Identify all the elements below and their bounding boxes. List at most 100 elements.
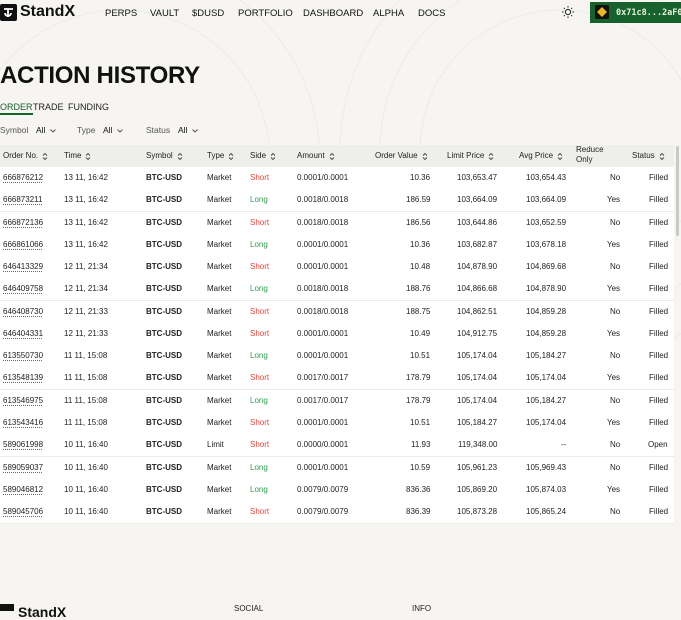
- table-cell: 13 11, 16:42: [64, 217, 108, 227]
- table-cell: Market: [207, 373, 232, 383]
- table-cell: 0.0001/0.0001: [297, 417, 349, 427]
- filter-value[interactable]: All: [103, 125, 113, 135]
- sort-icon[interactable]: [659, 152, 665, 161]
- table-cell: No: [610, 306, 621, 316]
- table-cell: Market: [207, 351, 232, 361]
- order-number[interactable]: 613543416: [3, 417, 44, 427]
- sort-icon[interactable]: [42, 152, 48, 161]
- column-header[interactable]: Symbol: [146, 151, 173, 160]
- table-cell: No: [610, 462, 621, 472]
- sort-icon[interactable]: [422, 152, 428, 161]
- sort-icon[interactable]: [329, 152, 335, 161]
- table-cell: 0.0018/0.0018: [297, 284, 349, 294]
- column-header[interactable]: Status: [632, 151, 655, 160]
- column-header[interactable]: Side: [250, 151, 267, 160]
- filter-dropdown-icon[interactable]: [116, 127, 124, 135]
- column-header[interactable]: Type: [207, 151, 225, 160]
- sort-icon[interactable]: [85, 152, 91, 161]
- table-cell: 178.79: [406, 373, 431, 383]
- table-cell: Filled: [649, 484, 669, 494]
- table-cell: 178.79: [406, 395, 431, 405]
- sort-icon[interactable]: [488, 152, 494, 161]
- table-cell: 105,174.04: [457, 395, 498, 405]
- order-number[interactable]: 646409758: [3, 284, 44, 294]
- nav-link[interactable]: DASHBOARD: [303, 8, 364, 19]
- table-cell: 0.0001/0.0001: [297, 262, 349, 272]
- table-cell: Filled: [649, 373, 669, 383]
- order-number[interactable]: 589061998: [3, 440, 44, 450]
- table-cell: 0.0001/0.0001: [297, 328, 349, 338]
- nav-link[interactable]: PERPS: [105, 8, 138, 19]
- order-number[interactable]: 589059037: [3, 462, 44, 472]
- filter-dropdown-icon[interactable]: [191, 127, 199, 135]
- order-number[interactable]: 646413329: [3, 262, 44, 272]
- tab[interactable]: TRADE: [33, 102, 64, 112]
- table-cell: Filled: [649, 173, 669, 182]
- table-cell: BTC-USD: [146, 395, 182, 405]
- table-cell: Market: [207, 306, 232, 316]
- table-cell: Filled: [649, 306, 669, 316]
- order-number[interactable]: 646408730: [3, 306, 44, 316]
- table-cell: Yes: [607, 195, 621, 205]
- column-header[interactable]: Time: [64, 151, 82, 160]
- nav-link[interactable]: PORTFOLIO: [238, 8, 293, 19]
- sort-icon[interactable]: [228, 152, 234, 161]
- order-number[interactable]: 666876212: [3, 173, 44, 182]
- table-cell: Filled: [649, 284, 669, 294]
- table-cell: Short: [250, 217, 270, 227]
- wallet-address[interactable]: 0x71c8...2aF0: [616, 8, 681, 18]
- table-cell: 119,348.00: [458, 440, 498, 450]
- column-header[interactable]: Amount: [297, 151, 325, 160]
- logo-text[interactable]: StandX: [20, 3, 76, 20]
- order-number[interactable]: 613550730: [3, 351, 44, 361]
- nav-link[interactable]: ALPHA: [373, 8, 405, 19]
- table-cell: 186.59: [406, 195, 431, 205]
- order-number[interactable]: 666872136: [3, 217, 44, 227]
- sort-icon[interactable]: [557, 152, 563, 161]
- table-cell: 103,678.18: [526, 239, 567, 249]
- table-cell: Short: [250, 440, 270, 450]
- column-header[interactable]: Order Value: [375, 151, 418, 160]
- column-header[interactable]: Avg Price: [519, 151, 554, 160]
- column-header[interactable]: Order No.: [3, 151, 39, 160]
- table-cell: Open: [648, 440, 668, 450]
- table-cell: Market: [207, 262, 232, 272]
- nav-link[interactable]: DOCS: [418, 8, 446, 19]
- table-cell: Filled: [649, 395, 669, 405]
- table-cell: 10.59: [410, 462, 431, 472]
- tab[interactable]: FUNDING: [68, 102, 109, 112]
- order-number[interactable]: 589045706: [3, 507, 44, 517]
- order-number[interactable]: 646404331: [3, 328, 44, 338]
- table-cell: 10.48: [410, 262, 431, 272]
- table-cell: 105,184.27: [457, 417, 498, 427]
- table-cell: BTC-USD: [146, 262, 182, 272]
- table-cell: 10.51: [410, 417, 431, 427]
- footer-logo: StandX: [18, 604, 67, 620]
- column-header[interactable]: Reduce Only: [576, 145, 604, 164]
- table-cell: 12 11, 21:33: [64, 328, 108, 338]
- filter-dropdown-icon[interactable]: [49, 127, 57, 135]
- table-cell: Long: [250, 195, 268, 205]
- order-number[interactable]: 613548139: [3, 373, 44, 383]
- order-number[interactable]: 589046812: [3, 484, 44, 494]
- order-number[interactable]: 666873211: [3, 195, 43, 205]
- table-cell: 0.0001/0.0001: [297, 351, 349, 361]
- order-number[interactable]: 666861066: [3, 239, 44, 249]
- tab[interactable]: ORDER: [0, 102, 33, 115]
- filter-value[interactable]: All: [178, 125, 188, 135]
- table-cell: Long: [250, 351, 268, 361]
- table-cell: Short: [250, 373, 270, 383]
- nav-link[interactable]: VAULT: [150, 8, 180, 19]
- order-number[interactable]: 613546975: [3, 395, 44, 405]
- filter-value[interactable]: All: [36, 125, 46, 135]
- sort-icon[interactable]: [177, 152, 183, 161]
- nav-link[interactable]: $DUSD: [192, 8, 225, 19]
- table-cell: 103,682.87: [457, 239, 498, 249]
- table-cell: 11 11, 15:08: [64, 395, 108, 405]
- column-header[interactable]: Limit Price: [447, 151, 485, 160]
- table-cell: 103,664.09: [457, 195, 498, 205]
- sort-icon[interactable]: [270, 152, 276, 161]
- table-cell: Market: [207, 217, 232, 227]
- table-cell: 11 11, 15:08: [64, 417, 108, 427]
